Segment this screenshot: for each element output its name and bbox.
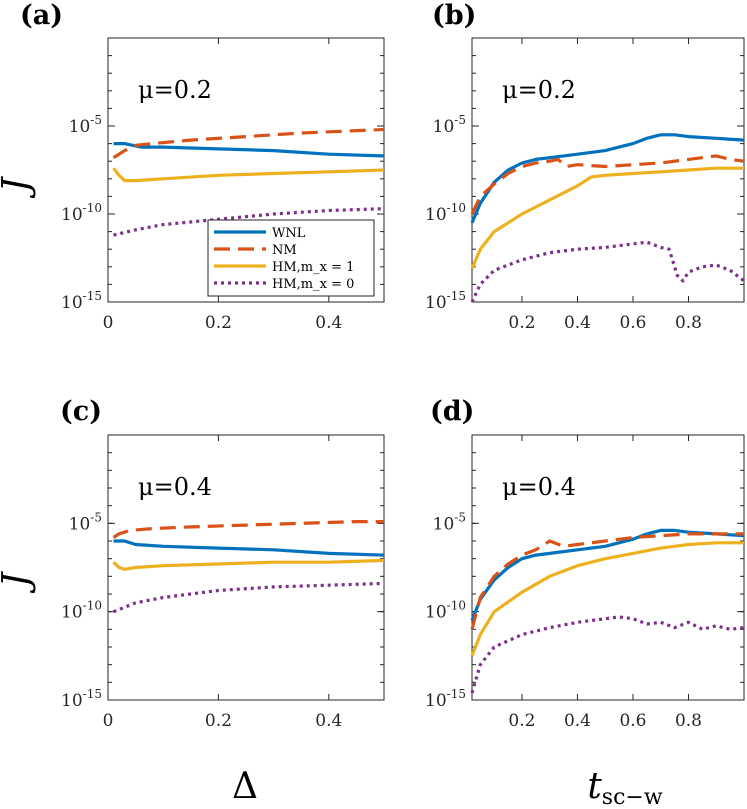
x-tick-label: 0.6 bbox=[619, 313, 646, 333]
series-hm-m-x-1 bbox=[470, 541, 744, 657]
y-axis-label-top: J bbox=[0, 175, 37, 199]
mu-annotation: μ=0.4 bbox=[138, 473, 212, 501]
legend-entry: WNL bbox=[272, 226, 306, 241]
x-tick-label: 0 bbox=[103, 711, 114, 731]
x-axis-label-left: Δ bbox=[232, 766, 258, 807]
series-nm bbox=[470, 532, 744, 630]
series-hm-m-x-1 bbox=[112, 167, 385, 183]
x-tick-label: 0.4 bbox=[315, 711, 342, 731]
panel-c: 10-15 10-10 10-5 0 0.2 0.4 (c) μ=0.4 bbox=[60, 396, 385, 731]
series-nm bbox=[470, 154, 745, 215]
y-tick-label: 10-5 bbox=[69, 510, 102, 534]
x-tick-label: 0 bbox=[103, 313, 114, 333]
y-tick-label: 10-15 bbox=[425, 289, 466, 313]
panel-d: 10-15 10-10 10-5 0.2 0.4 0.6 0.8 (d) μ=0.4 bbox=[425, 396, 745, 731]
x-tick-label: 0.4 bbox=[564, 711, 591, 731]
legend: WNL NM HM,m_x = 1 HM,m_x = 0 bbox=[207, 219, 375, 297]
y-tick-label: 10-10 bbox=[61, 599, 102, 623]
x-axis-label-right: tsc−w bbox=[587, 766, 663, 809]
x-tick-label: 0.8 bbox=[675, 313, 702, 333]
y-tick-label: 10-15 bbox=[61, 687, 102, 711]
series-hm-m-x-0 bbox=[113, 207, 385, 237]
series-wnl bbox=[470, 528, 745, 622]
panel-label: (b) bbox=[432, 0, 476, 31]
panel-label: (a) bbox=[20, 0, 63, 31]
x-tick-label: 0.8 bbox=[675, 711, 702, 731]
y-tick-label: 10-15 bbox=[61, 289, 102, 313]
panel-a: 10-15 10-10 10-5 0 0.2 0.4 (a) μ=0.2 bbox=[20, 0, 385, 333]
y-tick-label: 10-5 bbox=[433, 510, 466, 534]
x-tick-label: 0.2 bbox=[508, 711, 535, 731]
x-tick-label: 0.4 bbox=[315, 313, 342, 333]
y-tick-label: 10-5 bbox=[69, 113, 102, 137]
panel-label: (d) bbox=[430, 396, 474, 427]
legend-entry: HM,m_x = 0 bbox=[272, 277, 354, 292]
panel-label: (c) bbox=[60, 396, 102, 427]
series-hm-m-x-1 bbox=[470, 166, 744, 270]
series-hm-m-x-1 bbox=[112, 558, 385, 571]
axes-box bbox=[107, 434, 385, 701]
series-nm bbox=[112, 519, 384, 539]
x-tick-label: 0.4 bbox=[564, 313, 591, 333]
x-axis-label-right-sub: sc−w bbox=[602, 785, 663, 809]
y-tick-label: 10-10 bbox=[425, 599, 466, 623]
legend-entry: NM bbox=[272, 243, 297, 258]
series-wnl bbox=[470, 133, 745, 224]
x-tick-label: 0.2 bbox=[508, 313, 535, 333]
y-tick-label: 10-10 bbox=[425, 201, 466, 225]
panel-b: 10-15 10-10 10-5 0.2 0.4 0.6 0.8 (b) μ=0.2 bbox=[425, 0, 745, 333]
y-axis-label-bottom: J bbox=[0, 570, 37, 594]
legend-entry: HM,m_x = 1 bbox=[272, 260, 354, 275]
x-axis-label-right-main: t bbox=[587, 766, 602, 807]
series-hm-m-x-0 bbox=[470, 240, 745, 303]
mu-annotation: μ=0.4 bbox=[502, 473, 576, 501]
y-tick-label: 10-5 bbox=[433, 113, 466, 137]
x-tick-label: 0.6 bbox=[619, 711, 646, 731]
series-hm-m-x-0 bbox=[112, 581, 385, 614]
x-tick-label: 0.2 bbox=[205, 313, 232, 333]
y-tick-label: 10-15 bbox=[425, 687, 466, 711]
y-tick-label: 10-10 bbox=[61, 201, 102, 225]
series-hm-m-x-0 bbox=[470, 615, 745, 694]
axes-box bbox=[471, 434, 745, 701]
series-wnl bbox=[113, 142, 385, 158]
series-wnl bbox=[113, 539, 385, 557]
mu-annotation: μ=0.2 bbox=[138, 76, 212, 104]
axes-box bbox=[471, 37, 745, 303]
x-tick-label: 0.2 bbox=[205, 711, 232, 731]
mu-annotation: μ=0.2 bbox=[502, 76, 576, 104]
series-nm bbox=[112, 127, 385, 160]
